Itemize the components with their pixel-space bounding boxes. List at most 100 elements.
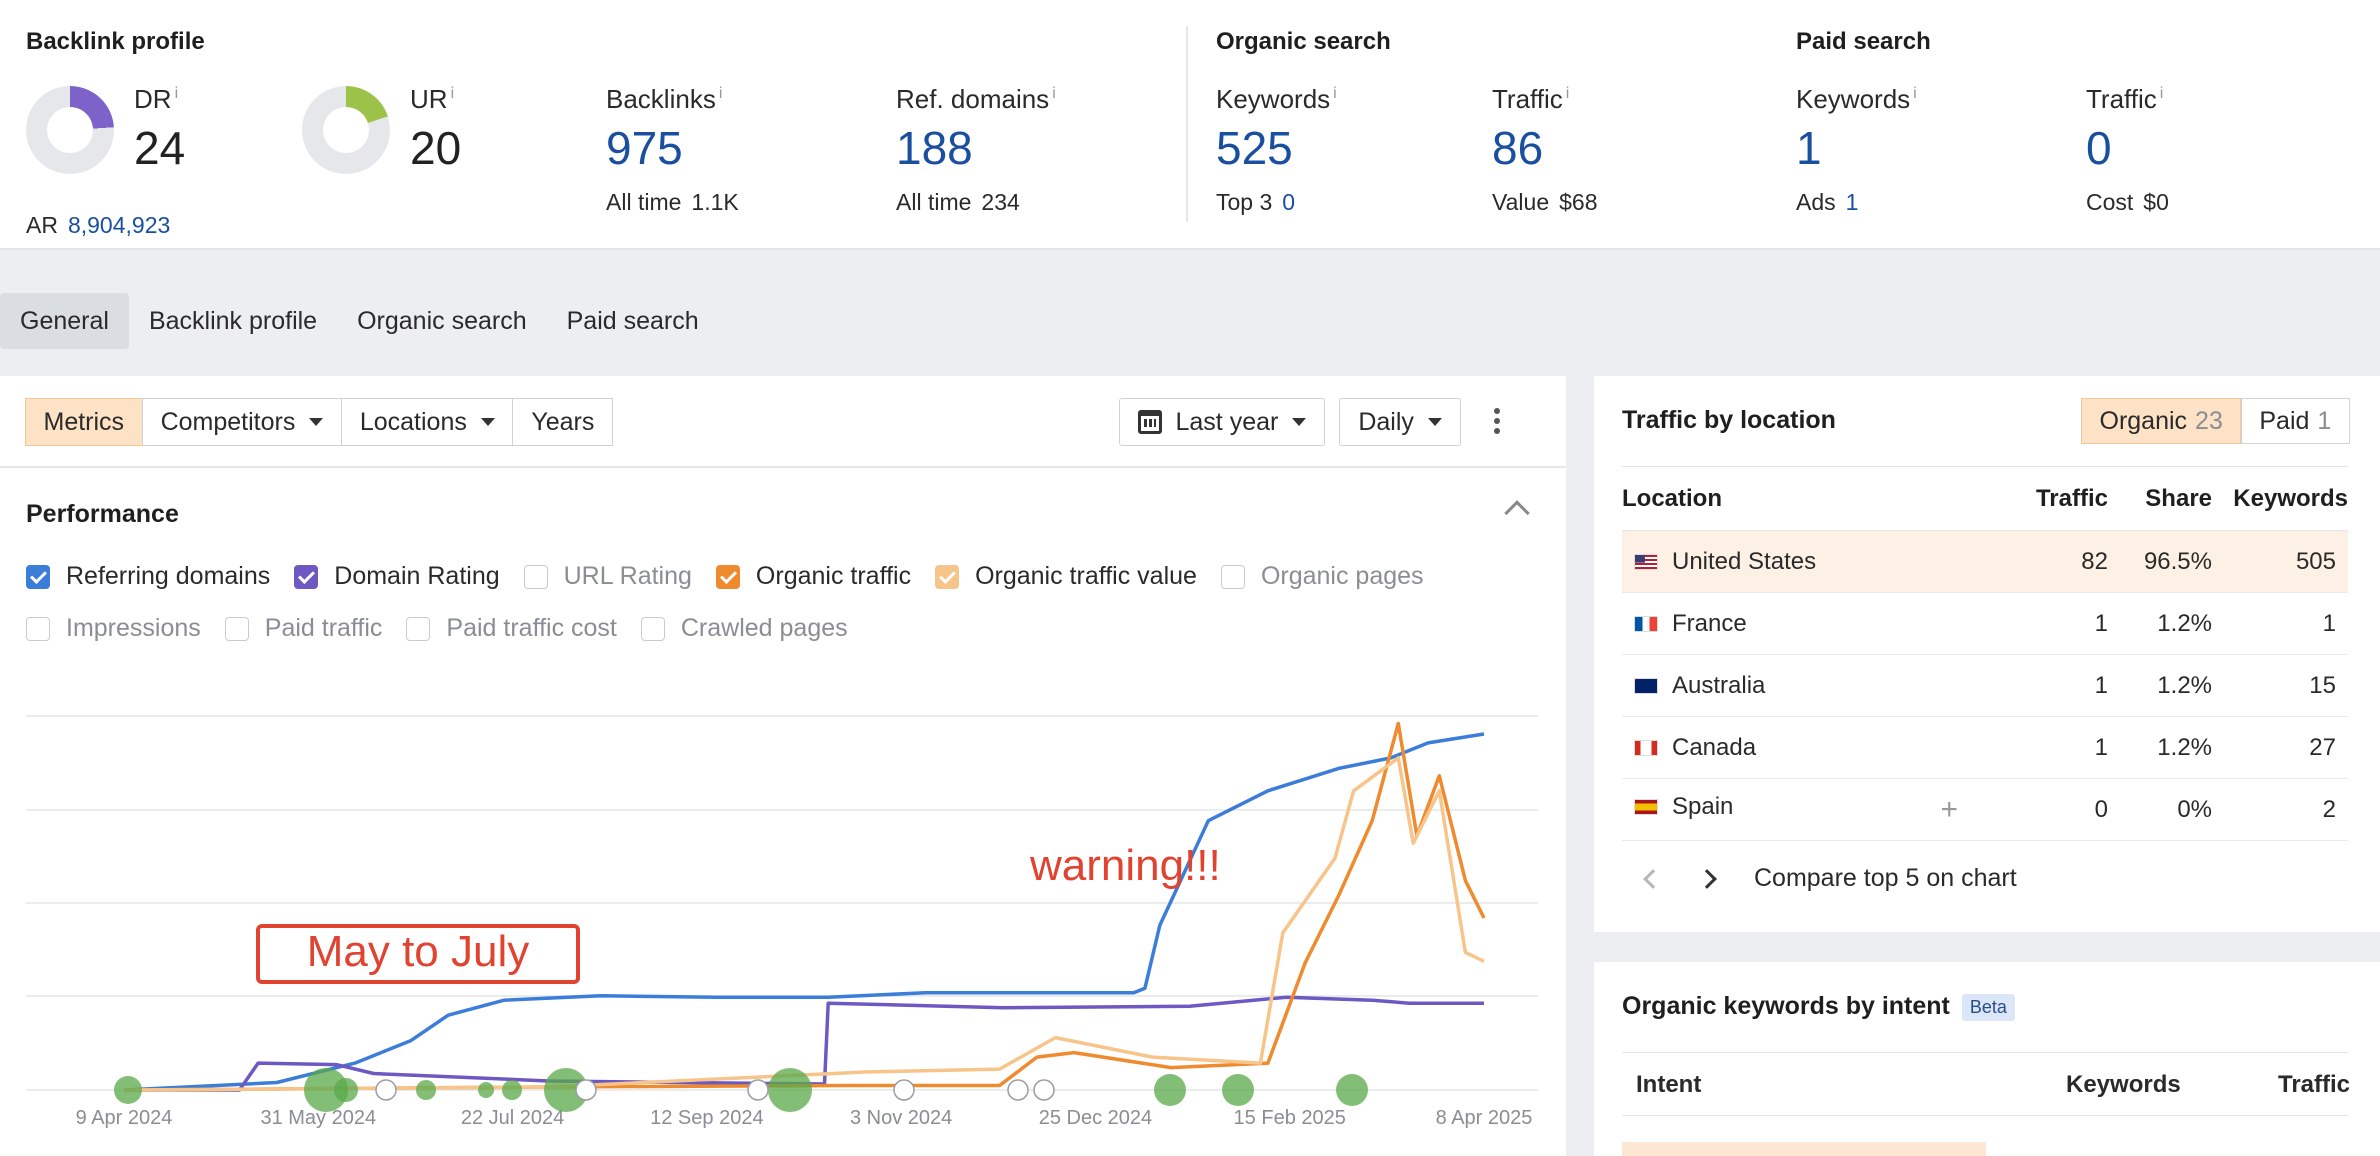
ref-domains-sub-label: All time xyxy=(896,189,972,215)
table-row[interactable]: Canada 1 1.2% 27 xyxy=(1622,716,2348,779)
organic-keywords-value[interactable]: 525 xyxy=(1216,122,1293,174)
intent-header[interactable]: Intent xyxy=(1636,1071,1702,1098)
tab-paid-search[interactable]: Paid search xyxy=(566,307,699,335)
info-icon[interactable]: i xyxy=(1913,85,1917,103)
intent-panel-title: Organic keywords by intent Beta xyxy=(1622,992,2015,1021)
traffic-header[interactable]: Traffic xyxy=(2278,1071,2351,1098)
table-row[interactable]: France 1 1.2% 1 xyxy=(1622,592,2348,655)
checkbox-referring-domains[interactable]: Referring domains xyxy=(26,562,270,591)
series-checkbox-row-2: Impressions Paid traffic Paid traffic co… xyxy=(26,614,872,643)
interval-dropdown[interactable]: Daily xyxy=(1339,398,1461,446)
checkbox-box[interactable] xyxy=(935,564,960,589)
years-button[interactable]: Years xyxy=(512,398,614,446)
checkbox-domain-rating[interactable]: Domain Rating xyxy=(294,562,500,591)
top3-value-link[interactable]: 0 xyxy=(1282,189,1296,215)
paid-toggle-button[interactable]: Paid 1 xyxy=(2240,398,2351,444)
traffic-cell: 1 xyxy=(1998,592,2108,655)
keywords-link[interactable]: 15 xyxy=(2212,654,2348,717)
organic-traffic-value[interactable]: 86 xyxy=(1492,122,1544,174)
chevron-left-icon[interactable] xyxy=(1643,868,1663,889)
intent-row-highlight xyxy=(1622,1142,1986,1156)
ads-label: Ads xyxy=(1796,189,1836,215)
dr-donut-chart xyxy=(26,86,114,174)
checkbox-paid-traffic-cost[interactable]: Paid traffic cost xyxy=(406,614,617,643)
checkbox-organic-traffic-value[interactable]: Organic traffic value xyxy=(935,562,1197,591)
keywords-link[interactable]: 1 xyxy=(2212,592,2348,655)
checkbox-box[interactable] xyxy=(640,616,665,641)
event-marker xyxy=(502,1080,522,1100)
date-range-dropdown[interactable]: Last year xyxy=(1118,398,1326,446)
info-icon[interactable]: i xyxy=(450,85,455,103)
event-marker xyxy=(416,1080,436,1100)
event-marker xyxy=(1336,1074,1368,1106)
paid-traffic-value[interactable]: 0 xyxy=(2086,122,2112,174)
keywords-link[interactable]: 27 xyxy=(2212,716,2348,779)
table-row[interactable]: United States 82 96.5% 505 xyxy=(1622,530,2348,593)
checkbox-box[interactable] xyxy=(26,616,50,641)
location-header[interactable]: Location xyxy=(1622,466,1998,531)
event-marker xyxy=(1222,1074,1254,1106)
organic-toggle-button[interactable]: Organic 23 xyxy=(2080,398,2242,444)
info-icon[interactable]: i xyxy=(1333,85,1337,103)
checkbox-impressions[interactable]: Impressions xyxy=(26,614,201,643)
tab-general[interactable]: General xyxy=(0,293,129,349)
info-icon[interactable]: i xyxy=(1565,85,1570,103)
ar-value-link[interactable]: 8,904,923 xyxy=(67,212,171,238)
interval-label: Daily xyxy=(1358,407,1414,436)
organic-paid-toggle: Organic 23 Paid 1 xyxy=(2080,398,2351,444)
ref-domains-value[interactable]: 188 xyxy=(896,122,973,174)
checkbox-box[interactable] xyxy=(294,564,319,589)
metrics-button[interactable]: Metrics xyxy=(24,398,144,446)
fr-flag-icon xyxy=(1634,616,1658,633)
keywords-header[interactable]: Keywords xyxy=(2066,1071,2181,1098)
paid-keywords-label: Keywords xyxy=(1796,84,1911,114)
chevron-right-icon[interactable] xyxy=(1697,868,1717,889)
caret-down-icon xyxy=(480,418,495,426)
more-options-icon[interactable] xyxy=(1494,408,1502,438)
event-marker xyxy=(544,1068,588,1112)
tab-organic-search[interactable]: Organic search xyxy=(357,307,527,335)
event-marker xyxy=(768,1068,812,1112)
checkbox-box[interactable] xyxy=(523,564,548,589)
event-marker xyxy=(334,1078,358,1102)
checkbox-box[interactable] xyxy=(26,564,50,589)
checkbox-paid-traffic[interactable]: Paid traffic xyxy=(224,614,382,643)
keywords-link[interactable]: 505 xyxy=(2212,530,2348,593)
country-name: Australia xyxy=(1672,671,1766,699)
x-tick-label: 9 Apr 2024 xyxy=(76,1107,173,1129)
table-row[interactable]: Australia 1 1.2% 15 xyxy=(1622,654,2348,717)
info-icon[interactable]: i xyxy=(174,85,179,103)
info-icon[interactable]: i xyxy=(1052,85,1056,103)
info-icon[interactable]: i xyxy=(718,85,723,103)
ref-domains-metric: Ref. domains i 188 All time 234 xyxy=(896,84,1056,216)
competitors-dropdown[interactable]: Competitors xyxy=(141,398,343,446)
caret-down-icon xyxy=(1427,418,1442,426)
ads-value-link[interactable]: 1 xyxy=(1845,189,1859,215)
checkbox-organic-traffic[interactable]: Organic traffic xyxy=(715,562,911,591)
locations-label: Locations xyxy=(359,407,467,436)
compare-top5-link[interactable]: Compare top 5 on chart xyxy=(1754,864,2017,892)
location-table: Location Traffic Share Keywords United S… xyxy=(1622,466,2348,841)
traffic-header[interactable]: Traffic xyxy=(1998,466,2108,531)
collapse-chevron-icon[interactable] xyxy=(1504,500,1530,526)
paid-search-title: Paid search xyxy=(1796,28,1931,55)
checkbox-url-rating[interactable]: URL Rating xyxy=(523,562,692,591)
caret-down-icon xyxy=(1292,418,1307,426)
plus-icon[interactable]: + xyxy=(1940,792,1958,826)
share-header[interactable]: Share xyxy=(2108,466,2212,531)
checkbox-box[interactable] xyxy=(406,616,431,641)
locations-dropdown[interactable]: Locations xyxy=(340,398,514,446)
x-tick-label: 3 Nov 2024 xyxy=(850,1107,952,1129)
checkbox-box[interactable] xyxy=(1220,564,1245,589)
keywords-header[interactable]: Keywords xyxy=(2212,466,2348,531)
checkbox-organic-pages[interactable]: Organic pages xyxy=(1220,562,1424,591)
info-icon[interactable]: i xyxy=(2159,85,2164,103)
checkbox-crawled-pages[interactable]: Crawled pages xyxy=(640,614,848,643)
backlinks-value[interactable]: 975 xyxy=(606,122,683,174)
keywords-link[interactable]: 2 xyxy=(2212,778,2348,841)
paid-keywords-value[interactable]: 1 xyxy=(1796,122,1822,174)
table-row[interactable]: Spain + 0 0% 2 xyxy=(1622,778,2348,841)
checkbox-box[interactable] xyxy=(715,564,740,589)
checkbox-box[interactable] xyxy=(224,616,249,641)
tab-backlink-profile[interactable]: Backlink profile xyxy=(148,307,318,335)
